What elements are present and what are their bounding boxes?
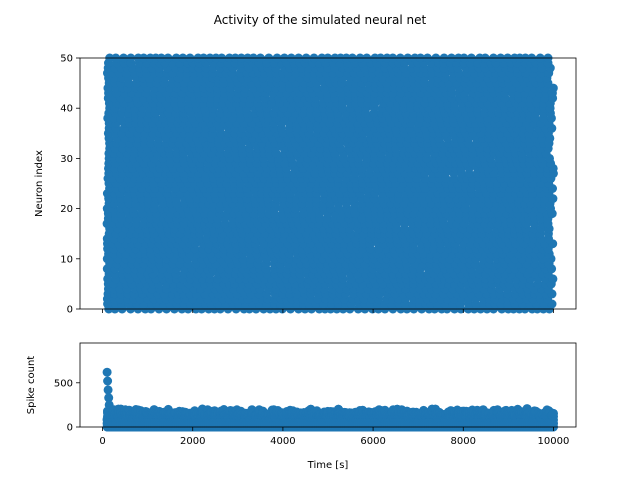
raster-y-tick-label: 20	[60, 204, 73, 215]
spike-count-point	[102, 367, 112, 377]
spike-count-points	[102, 367, 558, 432]
spike-count-point	[103, 385, 113, 395]
raster-y-tick-label: 0	[67, 305, 73, 316]
raster-y-tick-label: 30	[60, 154, 73, 165]
raster-points	[102, 53, 558, 314]
raster-plot: 0 10 20 30 40 50 Neuron index	[34, 53, 577, 316]
chart-title: Activity of the simulated neural net	[214, 13, 427, 27]
spike-count-point	[103, 376, 113, 386]
raster-y-tick-label: 10	[60, 254, 73, 265]
raster-y-ticks: 0 10 20 30 40 50	[60, 54, 80, 316]
raster-y-tick-label: 40	[60, 104, 73, 115]
raster-y-tick-label: 50	[60, 54, 73, 65]
raster-y-axis-label: Neuron index	[34, 150, 45, 217]
